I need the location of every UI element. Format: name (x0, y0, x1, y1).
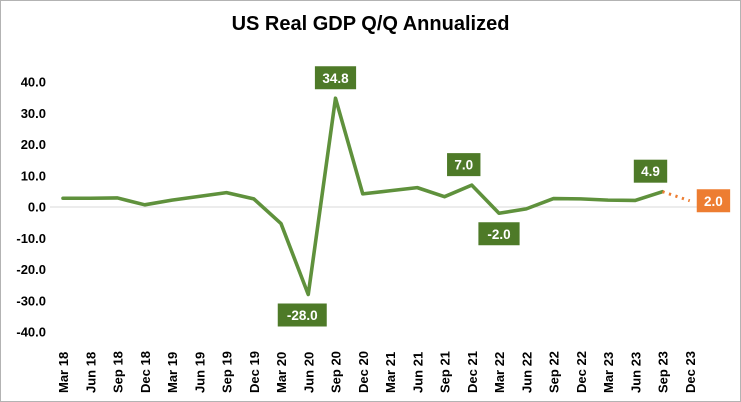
x-axis-tick-label: Jun 23 (628, 352, 643, 393)
x-axis-tick-label: Jun 19 (192, 352, 207, 393)
x-axis-tick-label: Sep 22 (547, 351, 562, 393)
x-axis-tick-label: Dec 18 (138, 351, 153, 393)
x-axis-tick-label: Mar 21 (383, 352, 398, 393)
x-axis-tick-label: Dec 19 (247, 351, 262, 393)
data-label-box-sep-20 (314, 66, 357, 90)
x-axis-tick-label: Sep 18 (111, 351, 126, 393)
data-label-value: 7.0 (454, 158, 473, 173)
x-axis-tick-label: Jun 21 (410, 352, 425, 393)
x-axis-tick-label: Mar 22 (492, 352, 507, 393)
y-axis-tick-label: -30.0 (16, 293, 46, 308)
series-line-forecast (662, 190, 691, 203)
y-axis-tick-label: 30.0 (21, 106, 46, 121)
data-label-box-dec-21 (447, 153, 481, 177)
x-axis-tick-label: Jun 18 (83, 352, 98, 393)
x-axis-tick-label: Dec 22 (574, 351, 589, 393)
data-label-value: 2.0 (704, 194, 723, 209)
data-label-value: -28.0 (287, 308, 318, 323)
x-axis-tick-label: Mar 20 (274, 352, 289, 393)
x-axis-tick-label: Dec 20 (356, 351, 371, 393)
data-label-box-dec-23 (696, 189, 731, 213)
x-axis-tick-label: Dec 21 (465, 351, 480, 393)
y-axis-tick-label: 40.0 (21, 75, 46, 90)
x-axis-tick-label: Sep 23 (656, 351, 671, 393)
data-label-value: 34.8 (322, 71, 349, 86)
data-label-value: 4.9 (641, 164, 660, 179)
x-axis-tick-label: Mar 19 (165, 352, 180, 393)
chart-title: US Real GDP Q/Q Annualized (231, 13, 510, 35)
data-label-box-mar-22 (478, 222, 520, 246)
x-axis-tick-label: Sep 19 (220, 351, 235, 393)
data-label-value: -2.0 (487, 227, 510, 242)
x-axis-tick-label: Sep 21 (438, 351, 453, 393)
y-axis-tick-label: 0.0 (28, 200, 46, 215)
y-axis-tick-label: 20.0 (21, 137, 46, 152)
y-axis-tick-label: -10.0 (16, 231, 46, 246)
series-line-actual (61, 96, 665, 297)
x-axis-tick-label: Mar 18 (56, 352, 71, 393)
y-axis-tick-label: 10.0 (21, 168, 46, 183)
y-axis-tick-label: -40.0 (16, 325, 46, 340)
data-label-box-sep-23 (633, 159, 668, 183)
x-axis-tick-label: Jun 22 (519, 352, 534, 393)
x-axis-tick-label: Sep 20 (329, 351, 344, 393)
x-axis-tick-label: Mar 23 (601, 352, 616, 393)
x-axis-tick-label: Dec 23 (683, 351, 698, 393)
x-axis-tick-label: Jun 20 (301, 352, 316, 393)
y-axis-tick-label: -20.0 (16, 262, 46, 277)
data-label-box-jun-20 (277, 303, 327, 327)
